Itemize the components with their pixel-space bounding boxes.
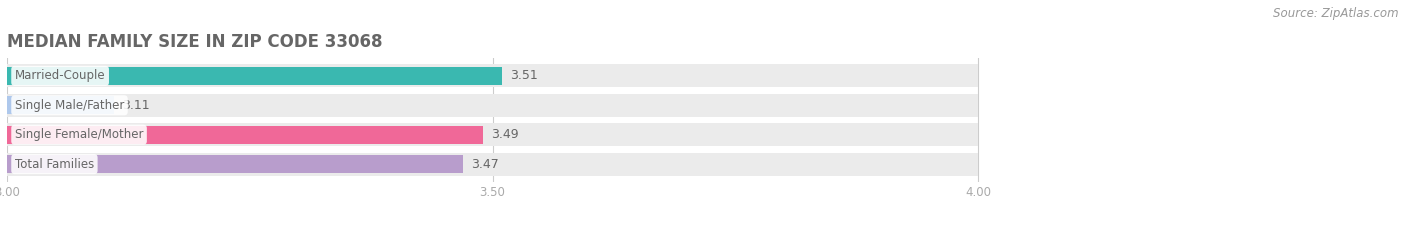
Text: 3.49: 3.49 bbox=[491, 128, 519, 141]
Text: 3.47: 3.47 bbox=[471, 158, 499, 171]
Bar bbox=[7, 126, 482, 144]
Bar bbox=[7, 153, 979, 176]
Bar bbox=[7, 64, 979, 87]
Text: MEDIAN FAMILY SIZE IN ZIP CODE 33068: MEDIAN FAMILY SIZE IN ZIP CODE 33068 bbox=[7, 33, 382, 51]
Text: 3.11: 3.11 bbox=[122, 99, 149, 112]
Bar bbox=[7, 96, 114, 114]
Text: Source: ZipAtlas.com: Source: ZipAtlas.com bbox=[1274, 7, 1399, 20]
Bar bbox=[7, 155, 464, 173]
Text: 3.51: 3.51 bbox=[510, 69, 538, 82]
Text: Single Female/Mother: Single Female/Mother bbox=[15, 128, 143, 141]
Text: Total Families: Total Families bbox=[15, 158, 94, 171]
Text: Married-Couple: Married-Couple bbox=[15, 69, 105, 82]
Bar bbox=[7, 94, 979, 117]
Bar bbox=[7, 67, 502, 85]
Bar bbox=[7, 123, 979, 146]
Text: Single Male/Father: Single Male/Father bbox=[15, 99, 124, 112]
